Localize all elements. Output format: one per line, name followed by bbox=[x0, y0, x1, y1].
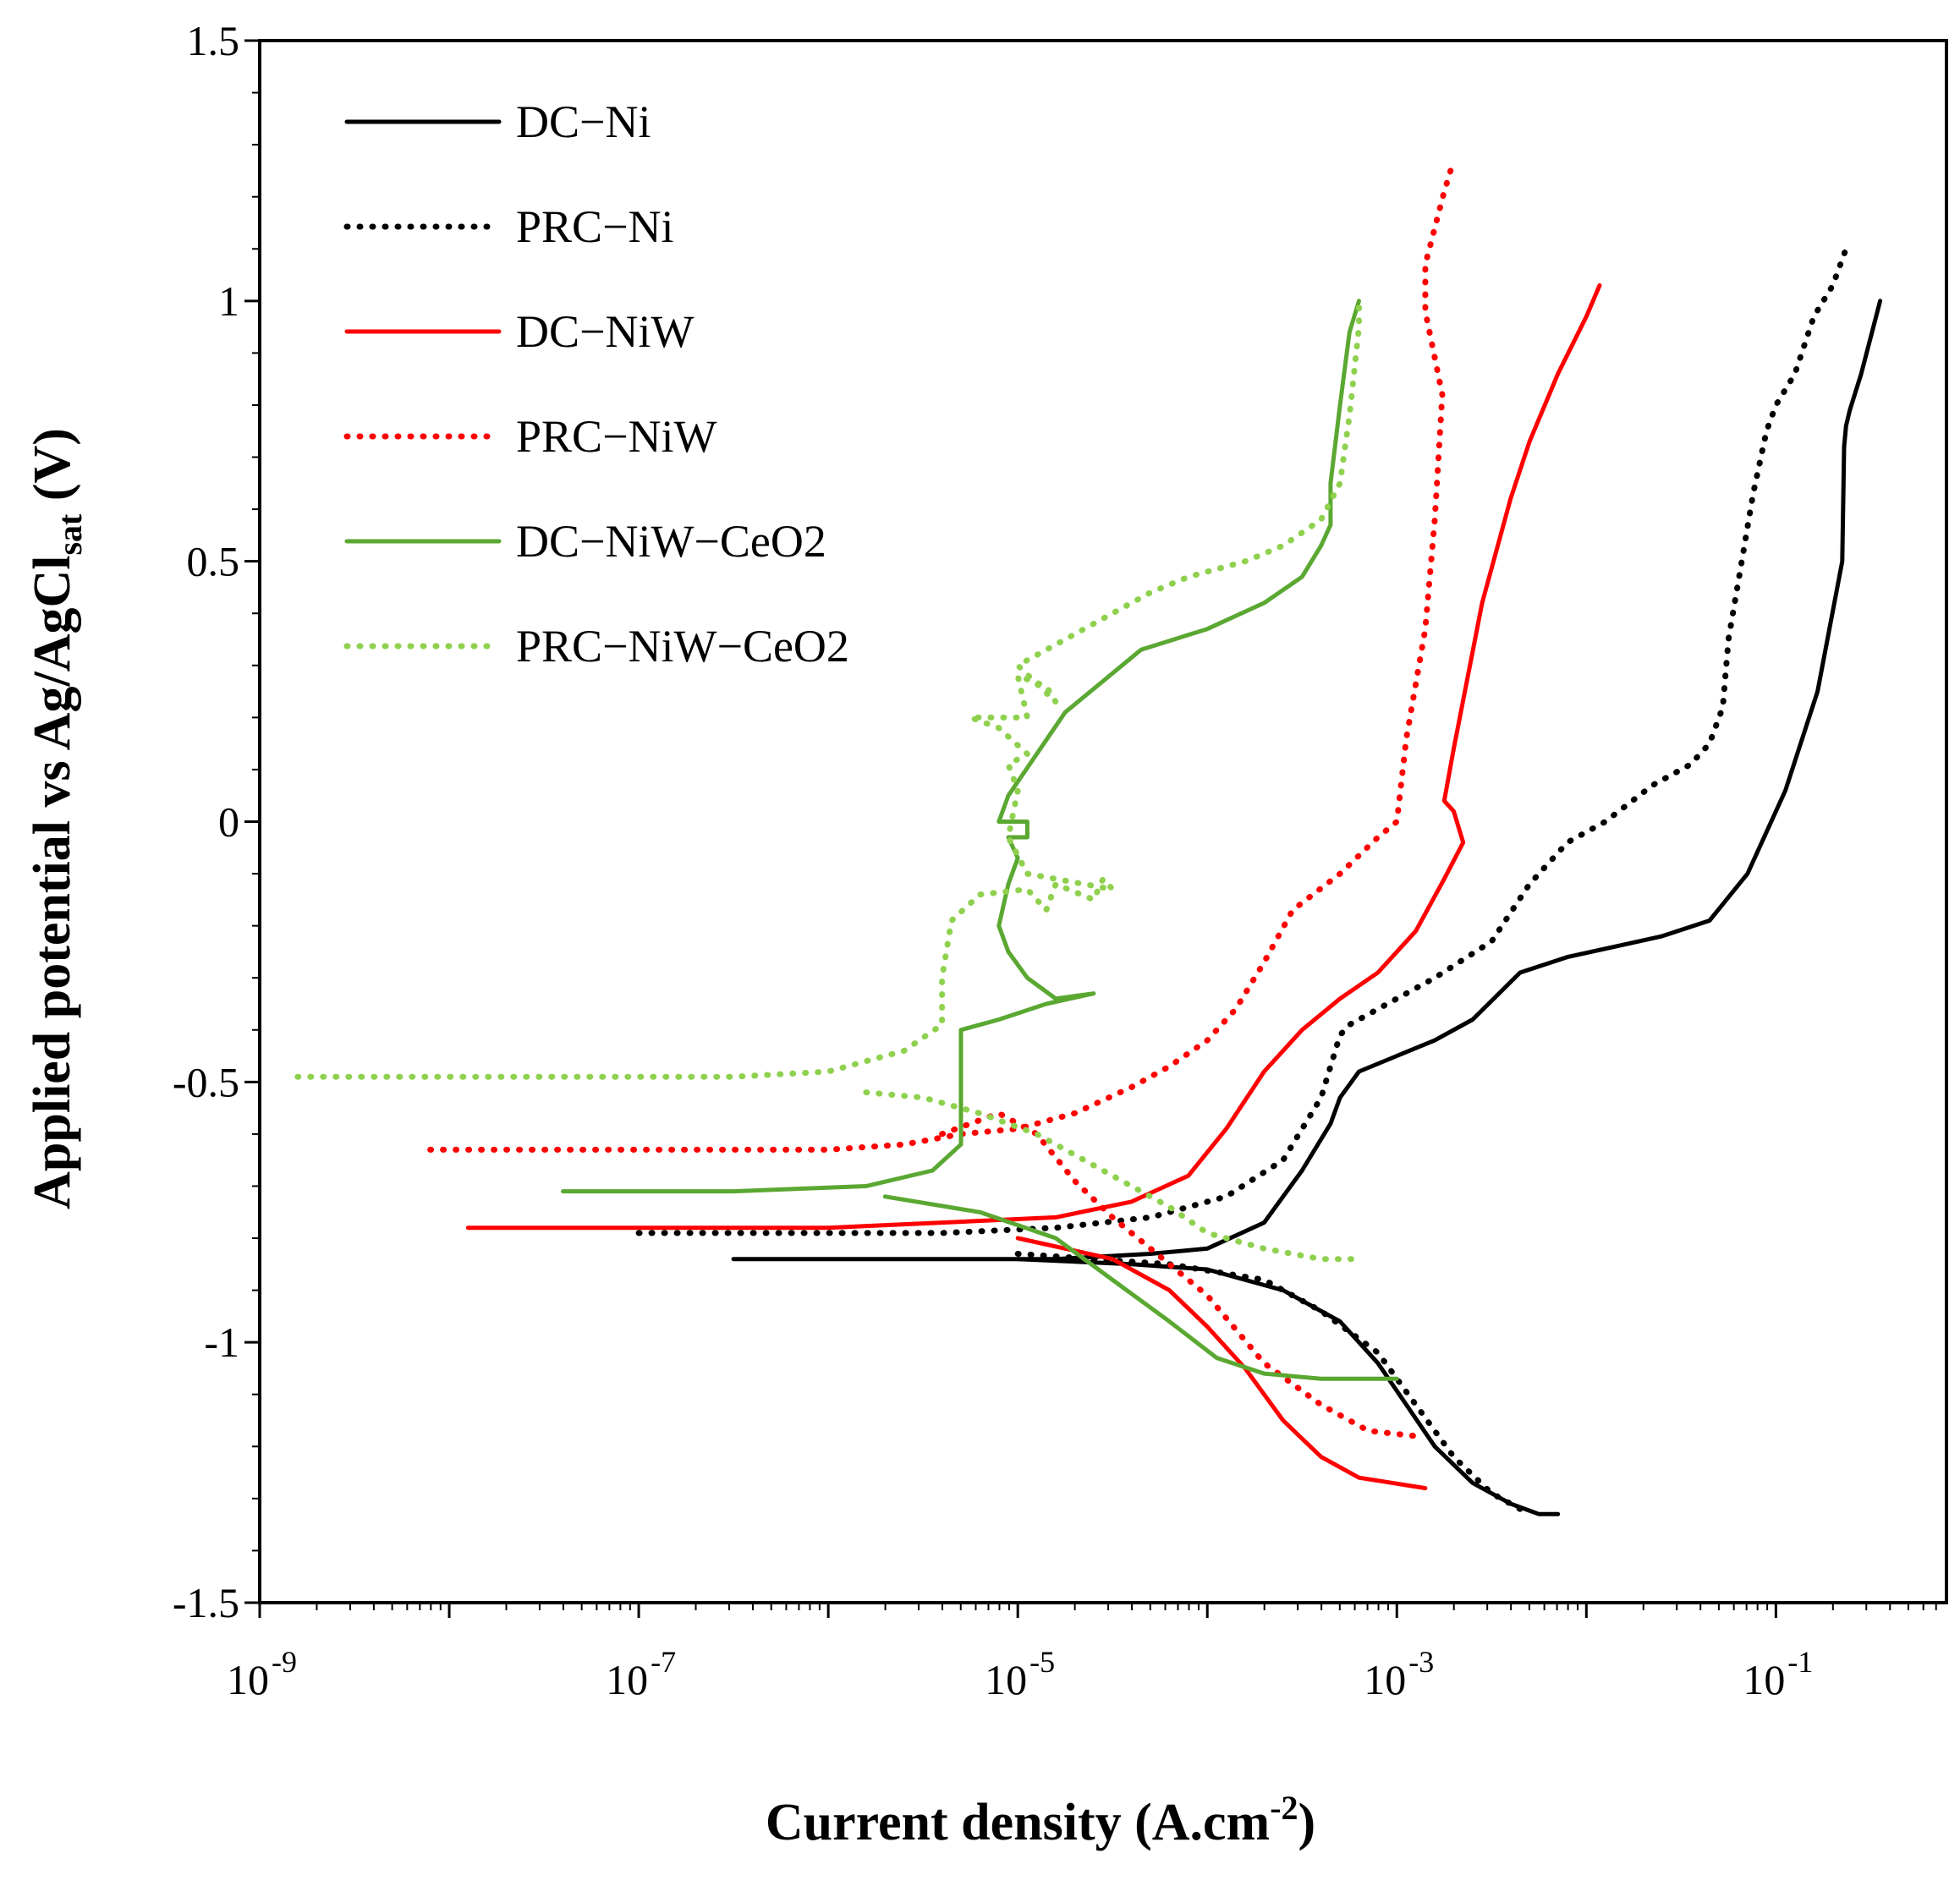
x-tick-label: 10 bbox=[606, 1656, 648, 1703]
x-axis-title-sup: -2 bbox=[1270, 1789, 1298, 1827]
series-line-prc-niw bbox=[427, 157, 1457, 1153]
x-tick-exponent: -9 bbox=[272, 1645, 297, 1679]
y-axis-title-end: (V) bbox=[24, 428, 81, 514]
y-tick-label: 1 bbox=[218, 277, 239, 325]
y-tick-label: 1.5 bbox=[187, 17, 240, 64]
y-tick-label: 0.5 bbox=[187, 538, 240, 585]
x-tick-exponent: -7 bbox=[651, 1645, 676, 1679]
legend: DC−Ni PRC−Ni DC−NiW PRC−NiW DC−NiW−CeO2 PRC−N… bbox=[343, 96, 849, 672]
axes-layer: 1.510.50-0.5-1-1.510 -9 10 -7 10 -5 10 -3 10 -1 bbox=[173, 17, 1937, 1703]
x-tick-label: 10 bbox=[227, 1656, 269, 1703]
y-tick-label: -1 bbox=[204, 1319, 239, 1366]
y-tick-label: -1.5 bbox=[173, 1579, 239, 1626]
legend-label: DC−NiW bbox=[516, 306, 694, 357]
x-tick-exponent: -3 bbox=[1408, 1645, 1434, 1679]
x-tick-label: 10 bbox=[1743, 1656, 1785, 1703]
legend-label: DC−Ni bbox=[516, 96, 651, 147]
series-line-prc-niw-ceo2-cathodic bbox=[863, 1089, 1362, 1263]
series-line-prc-niw-cathodic bbox=[939, 1110, 1419, 1439]
legend-label: DC−NiW−CeO2 bbox=[516, 516, 826, 567]
plot-frame bbox=[258, 39, 1948, 1604]
x-axis-title-end: ) bbox=[1298, 1794, 1316, 1851]
y-axis-title: Applied potential vs Ag/AgClsat (V) bbox=[24, 428, 89, 1209]
x-axis-title: Current density (A.cm-2) bbox=[766, 1789, 1315, 1851]
x-tick-exponent: -1 bbox=[1787, 1645, 1813, 1679]
x-tick-label: 10 bbox=[985, 1656, 1027, 1703]
series-line-dc-niw-ceo2-cathodic bbox=[882, 1194, 1399, 1381]
legend-label: PRC−NiW bbox=[516, 411, 717, 462]
series-line-dc-ni-cathodic bbox=[1015, 1257, 1561, 1516]
series-line-dc-ni bbox=[731, 299, 1883, 1262]
series-line-dc-niw-cathodic bbox=[1015, 1236, 1428, 1491]
x-tick-exponent: -5 bbox=[1029, 1645, 1055, 1679]
legend-label: PRC−Ni bbox=[516, 201, 674, 252]
y-tick-label: -0.5 bbox=[173, 1058, 239, 1105]
y-axis-title-sub: sat bbox=[51, 513, 89, 556]
series-line-prc-niw-ceo2 bbox=[294, 298, 1362, 1080]
series-line-dc-niw bbox=[465, 282, 1602, 1231]
series-line-dc-niw-ceo2 bbox=[561, 299, 1361, 1194]
series-line-prc-ni bbox=[635, 240, 1851, 1236]
y-tick-label: 0 bbox=[218, 798, 239, 846]
series-layer bbox=[294, 157, 1883, 1517]
x-tick-label: 10 bbox=[1364, 1656, 1406, 1703]
series-line-prc-ni-cathodic bbox=[1014, 1251, 1533, 1517]
legend-label: PRC−NiW−CeO2 bbox=[516, 621, 849, 672]
